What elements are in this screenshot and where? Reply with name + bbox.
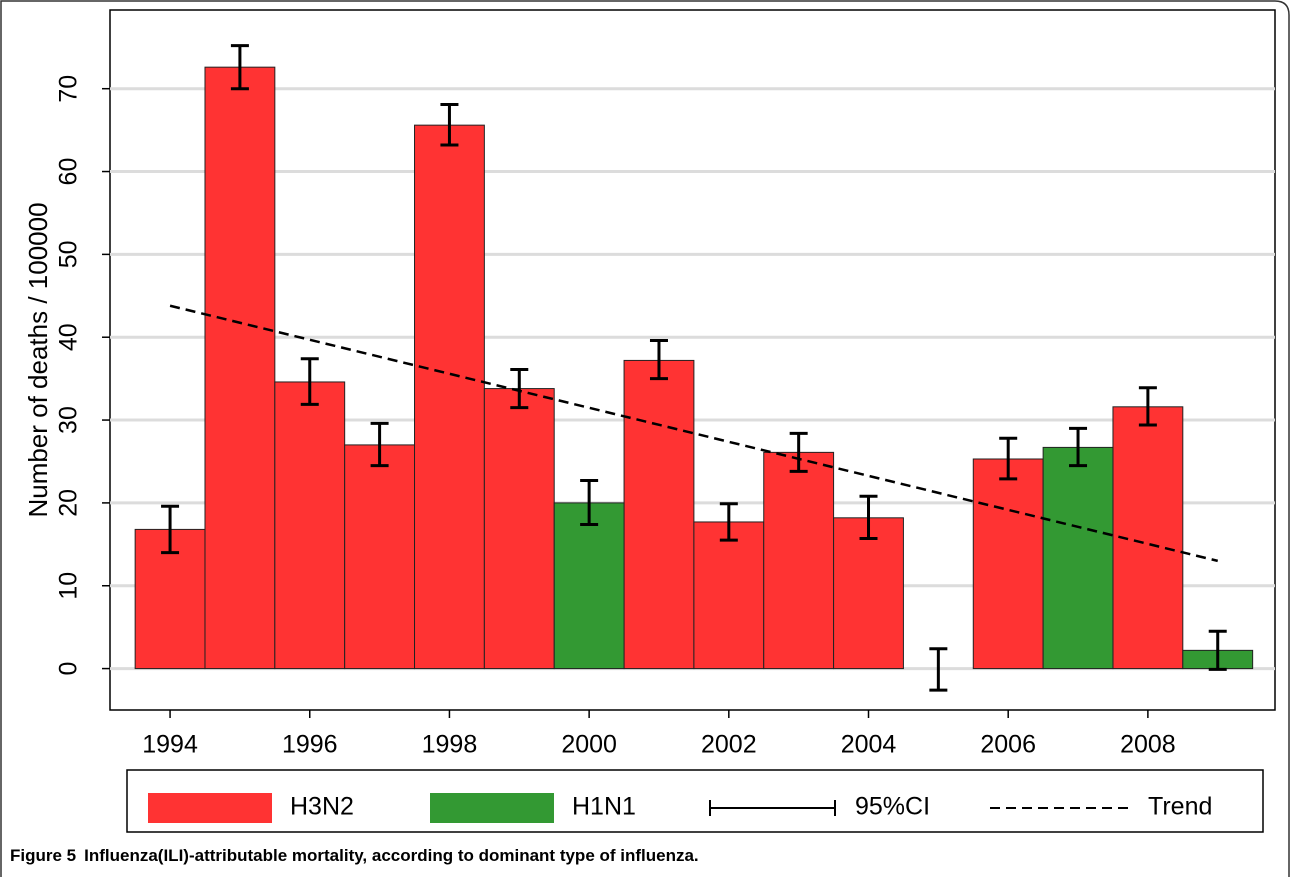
x-tick-label: 2004 <box>841 731 897 759</box>
y-tick-label: 30 <box>55 406 83 434</box>
error-bar <box>719 502 738 542</box>
error-bar <box>1138 386 1157 427</box>
y-axis-label: Number of deaths / 100000 <box>23 202 53 517</box>
x-tick-label: 2008 <box>1120 731 1176 759</box>
error-bar <box>1069 426 1088 468</box>
error-bar <box>929 647 948 692</box>
bar <box>763 451 835 670</box>
caption-text: Influenza(ILI)-attributable mortality, a… <box>84 846 699 865</box>
trend-line <box>169 304 1219 563</box>
legend-label: Trend <box>1148 793 1212 821</box>
bar <box>553 502 625 670</box>
x-tick-label: 2006 <box>980 731 1036 759</box>
y-tick-label: 10 <box>55 572 83 600</box>
error-bar <box>230 44 249 91</box>
x-tick-label: 1998 <box>422 731 478 759</box>
legend-label: H1N1 <box>572 793 636 821</box>
bar <box>1042 446 1114 670</box>
legend-label: H3N2 <box>290 793 354 821</box>
error-bar <box>510 368 529 410</box>
y-tick-label: 70 <box>55 75 83 103</box>
y-tick-label: 60 <box>55 158 83 186</box>
bar <box>1112 406 1184 670</box>
legend-swatch <box>148 793 272 823</box>
y-tick-label: 20 <box>55 489 83 517</box>
x-tick-label: 1996 <box>282 731 338 759</box>
x-tick-label: 2000 <box>561 731 617 759</box>
error-bar <box>649 339 668 381</box>
caption-label: Figure 5 <box>10 846 76 865</box>
legend <box>126 769 1264 833</box>
error-bar <box>161 504 180 555</box>
error-bar <box>789 431 808 473</box>
error-bar <box>440 102 459 147</box>
bar <box>623 359 695 670</box>
error-bar <box>999 436 1018 481</box>
bar <box>344 444 416 670</box>
bar <box>483 388 555 670</box>
bar <box>274 381 346 670</box>
y-tick-label: 50 <box>55 240 83 268</box>
legend-ci-symbol <box>709 800 836 816</box>
x-tick-label: 2002 <box>701 731 757 759</box>
error-bar <box>1208 629 1227 671</box>
error-bar <box>859 494 878 541</box>
caption: Figure 5 Influenza(ILI)-attributable mort… <box>10 846 699 865</box>
bar <box>833 517 904 670</box>
legend-label: 95%CI <box>855 793 930 821</box>
y-tick-label: 0 <box>55 662 83 676</box>
bar <box>693 521 765 670</box>
error-bar <box>300 357 319 406</box>
bar <box>204 66 276 670</box>
x-tick-label: 1994 <box>142 731 198 759</box>
error-bar <box>580 479 599 526</box>
y-tick-label: 40 <box>55 323 83 351</box>
bar <box>972 458 1044 670</box>
error-bar <box>370 421 389 468</box>
legend-swatch <box>430 793 554 823</box>
bar <box>414 124 485 670</box>
